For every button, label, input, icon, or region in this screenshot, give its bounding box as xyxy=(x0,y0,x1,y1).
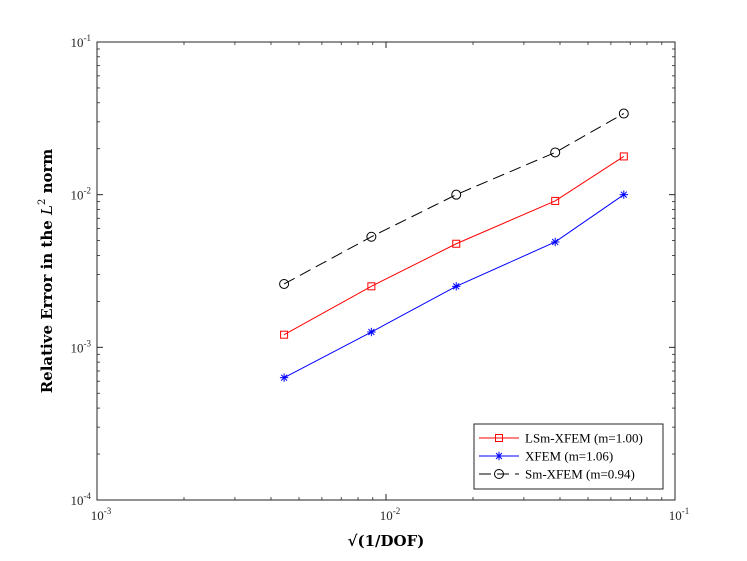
y-axis-title-suffix: norm xyxy=(38,149,56,199)
y-tick-label-base: 10 xyxy=(71,188,84,203)
data-point xyxy=(367,282,376,291)
data-point xyxy=(451,189,462,200)
y-axis-title-var: L xyxy=(38,205,56,216)
series-0 xyxy=(280,152,628,339)
x-tick-label-exp: -2 xyxy=(393,506,401,516)
data-point xyxy=(279,278,290,289)
legend-marker xyxy=(494,469,504,479)
series-layer xyxy=(279,108,629,382)
data-point xyxy=(367,327,376,337)
y-axis-ticks: 10-410-310-210-1 xyxy=(71,33,675,508)
y-axis-title: Relative Error in the L2 norm xyxy=(37,149,56,394)
series-line xyxy=(283,156,625,336)
x-tick-label: 10-1 xyxy=(669,506,690,523)
legend-label: Sm-XFEM (m=0.94) xyxy=(525,467,635,482)
legend-label: XFEM (m=1.06) xyxy=(525,449,613,464)
y-tick-label: 10-2 xyxy=(71,186,92,203)
y-tick-label-base: 10 xyxy=(71,340,84,355)
x-tick-label: 10-2 xyxy=(380,506,401,523)
x-tick-label-base: 10 xyxy=(669,508,682,523)
y-tick-label-exp: -2 xyxy=(84,186,92,196)
legend-marker xyxy=(495,434,503,442)
x-tick-label-exp: -1 xyxy=(682,506,690,516)
data-point xyxy=(550,237,560,247)
data-point xyxy=(452,239,461,248)
legend-label: LSm-XFEM (m=1.00) xyxy=(525,431,643,446)
series-line xyxy=(283,113,625,285)
y-tick-label-base: 10 xyxy=(71,35,84,50)
data-point xyxy=(551,196,560,205)
data-point xyxy=(280,330,289,339)
x-axis-title: √(1/DOF) xyxy=(348,532,425,550)
legend-entry: XFEM (m=1.06) xyxy=(479,449,613,464)
data-point xyxy=(619,190,628,199)
x-tick-label: 10-3 xyxy=(91,506,112,523)
x-axis-ticks: 10-3 10-2 10-1 xyxy=(91,42,690,523)
x-tick-label-exp: -3 xyxy=(104,506,112,516)
y-tick-label: 10-4 xyxy=(71,491,92,508)
y-axis-title-exp: 2 xyxy=(37,199,48,205)
x-tick-label-base: 10 xyxy=(91,508,104,523)
data-point xyxy=(452,282,461,291)
data-point xyxy=(618,108,629,119)
data-point xyxy=(550,147,561,158)
y-axis-title-prefix: Relative Error in the xyxy=(38,215,56,393)
data-point xyxy=(366,231,377,242)
y-tick-label-exp: -1 xyxy=(84,33,92,43)
legend-entry: Sm-XFEM (m=0.94) xyxy=(479,467,635,482)
x-axis-title-text: √(1/DOF) xyxy=(348,532,425,550)
data-point xyxy=(619,152,628,161)
y-tick-label-exp: -4 xyxy=(84,491,92,501)
series-2 xyxy=(279,108,629,289)
y-tick-label-exp: -3 xyxy=(84,338,92,348)
legend: LSm-XFEM (m=1.00) XFEM (m=1.06) Sm-XFEM (m… xyxy=(473,423,664,490)
y-tick-label: 10-3 xyxy=(71,338,92,355)
y-tick-label: 10-1 xyxy=(71,33,92,50)
legend-entry: LSm-XFEM (m=1.00) xyxy=(479,431,643,446)
series-1 xyxy=(279,190,628,382)
x-tick-label-base: 10 xyxy=(380,508,393,523)
data-point xyxy=(279,373,289,382)
y-tick-label-base: 10 xyxy=(71,493,84,508)
legend-marker xyxy=(494,451,504,461)
